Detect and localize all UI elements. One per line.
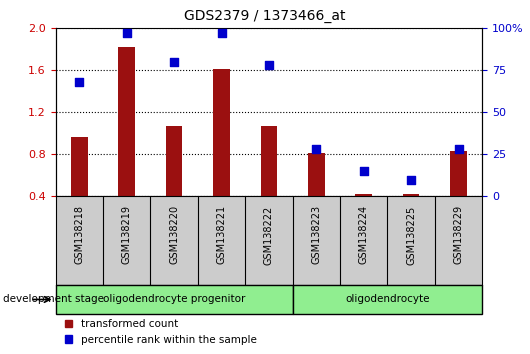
Text: GSM138222: GSM138222 bbox=[264, 205, 274, 264]
Bar bbox=[403, 194, 419, 239]
Bar bbox=[56, 285, 293, 314]
Text: development stage: development stage bbox=[3, 295, 104, 304]
Text: GSM138218: GSM138218 bbox=[74, 205, 84, 264]
Text: oligodendrocyte: oligodendrocyte bbox=[345, 295, 430, 304]
Text: oligodendrocyte progenitor: oligodendrocyte progenitor bbox=[103, 295, 245, 304]
Text: GSM138224: GSM138224 bbox=[359, 205, 369, 264]
Point bbox=[312, 147, 321, 152]
Bar bbox=[213, 69, 230, 239]
Text: GSM138221: GSM138221 bbox=[217, 205, 226, 264]
Text: GSM138219: GSM138219 bbox=[122, 205, 132, 264]
Point bbox=[407, 177, 416, 183]
Bar bbox=[261, 126, 277, 239]
Text: GSM138229: GSM138229 bbox=[454, 205, 464, 264]
Bar bbox=[166, 126, 182, 239]
Point bbox=[122, 30, 131, 36]
Legend: transformed count, percentile rank within the sample: transformed count, percentile rank withi… bbox=[61, 315, 261, 349]
Point bbox=[217, 30, 226, 36]
Text: GSM138225: GSM138225 bbox=[406, 205, 416, 264]
Text: GDS2379 / 1373466_at: GDS2379 / 1373466_at bbox=[184, 9, 346, 23]
Point bbox=[454, 147, 463, 152]
Bar bbox=[308, 153, 325, 239]
Point bbox=[170, 59, 179, 65]
Point bbox=[359, 169, 368, 174]
Bar bbox=[71, 137, 87, 239]
Point bbox=[75, 79, 84, 85]
Text: GSM138220: GSM138220 bbox=[169, 205, 179, 264]
Text: GSM138223: GSM138223 bbox=[312, 205, 321, 264]
Bar bbox=[119, 47, 135, 239]
Bar bbox=[356, 194, 372, 239]
Bar bbox=[450, 151, 467, 239]
Bar bbox=[293, 285, 482, 314]
Point bbox=[265, 62, 273, 68]
